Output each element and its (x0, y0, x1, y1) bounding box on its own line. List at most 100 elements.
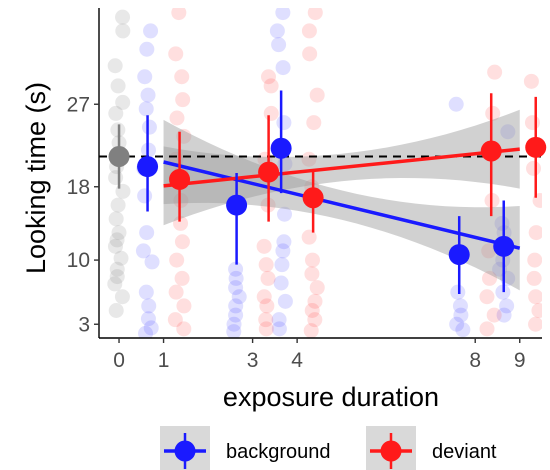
raw-point-baseline (109, 232, 125, 248)
x-axis-title: exposure duration (223, 382, 439, 412)
raw-point-baseline (114, 289, 130, 305)
mean-point-baseline (108, 146, 130, 167)
raw-point-deviant (523, 73, 539, 89)
mean-point-deviant (169, 168, 191, 190)
raw-point-deviant (526, 160, 542, 176)
raw-point-background (138, 284, 154, 300)
raw-point-background (140, 87, 156, 103)
raw-point-deviant (169, 252, 185, 268)
raw-point-background (448, 96, 464, 112)
raw-point-baseline (108, 303, 124, 318)
raw-point-background (277, 206, 293, 222)
raw-point-baseline (108, 170, 124, 186)
y-tick-label: 18 (67, 176, 90, 199)
raw-point-background (141, 119, 157, 135)
raw-point-background (276, 115, 292, 131)
raw-point-deviant (256, 289, 272, 305)
x-tick-label: 1 (158, 349, 170, 372)
raw-point-baseline (113, 250, 129, 266)
raw-point-deviant (256, 238, 272, 254)
legend-key-point-background (174, 440, 196, 462)
raw-point-baseline (115, 9, 131, 25)
raw-point-baseline (107, 276, 123, 292)
axes: 3 10 18 27 0 1 3 4 8 9 (67, 8, 542, 372)
raw-point-background (141, 298, 157, 314)
raw-point-deviant (304, 303, 320, 318)
raw-point-background (144, 254, 160, 270)
raw-point-background (138, 101, 154, 117)
raw-point-deviant (527, 252, 542, 268)
x-tick-label: 0 (113, 349, 125, 372)
raw-point-deviant (260, 69, 276, 85)
raw-point-deviant (258, 257, 274, 273)
raw-point-deviant (485, 105, 501, 121)
raw-point-deviant (528, 225, 542, 241)
raw-point-background (449, 316, 465, 332)
raw-point-background (228, 298, 244, 314)
raw-point-deviant (487, 64, 503, 80)
raw-point-baseline (109, 261, 125, 277)
raw-point-background (271, 37, 287, 53)
raw-point-background (273, 275, 289, 291)
raw-point-deviant (176, 321, 192, 337)
raw-point-background (140, 311, 156, 327)
raw-point-baseline (110, 197, 126, 213)
x-tick-label: 3 (247, 349, 259, 372)
raw-point-deviant (175, 92, 191, 108)
raw-point-baseline (115, 23, 131, 39)
mean-point-deviant (525, 136, 547, 158)
mean-point-deviant (258, 161, 280, 183)
raw-point-deviant (528, 316, 542, 332)
raw-point-deviant (260, 270, 276, 286)
raw-point-background (143, 320, 159, 336)
raw-point-deviant (307, 293, 323, 309)
raw-point-baseline (107, 58, 123, 74)
raw-point-background (139, 225, 155, 241)
raw-point-background (138, 325, 154, 338)
raw-point-deviant (174, 69, 190, 85)
raw-point-deviant (524, 115, 540, 131)
raw-point-deviant (526, 270, 542, 286)
raw-point-deviant (167, 312, 183, 328)
y-tick-label: 27 (67, 93, 90, 116)
raw-point-deviant (481, 243, 497, 259)
legend-key-point-deviant (380, 440, 402, 462)
raw-point-deviant (258, 312, 274, 328)
raw-point-deviant (486, 307, 502, 323)
raw-point-background (277, 293, 293, 309)
raw-point-background (500, 124, 516, 140)
x-tick-label: 9 (514, 349, 526, 372)
raw-point-deviant (173, 193, 189, 208)
mean-point-background (493, 235, 515, 257)
raw-point-deviant (169, 110, 185, 126)
raw-point-baseline (108, 211, 124, 227)
raw-point-background (231, 289, 247, 305)
raw-point-deviant (309, 280, 325, 296)
raw-point-deviant (263, 105, 279, 121)
y-tick-label: 10 (67, 249, 90, 272)
raw-point-baseline (110, 78, 126, 94)
legend: background deviant (160, 426, 497, 470)
raw-point-deviant (168, 46, 184, 62)
y-tick-label: 3 (78, 313, 90, 336)
raw-point-deviant (304, 266, 320, 282)
raw-point-background (276, 234, 292, 250)
raw-point-background (496, 307, 512, 323)
raw-point-deviant (479, 289, 495, 305)
raw-point-background (139, 41, 155, 57)
raw-point-background (228, 280, 244, 296)
raw-point-deviant (304, 252, 320, 268)
raw-point-deviant (168, 284, 184, 300)
raw-point-background (269, 23, 285, 39)
raw-point-deviant (301, 229, 317, 245)
raw-point-background (450, 284, 466, 300)
raw-point-deviant (306, 115, 322, 131)
raw-point-deviant (302, 46, 318, 62)
fit-line-deviant (163, 147, 520, 188)
x-tick-label: 4 (291, 349, 303, 372)
raw-point-baseline (111, 225, 127, 241)
y-axis-title: Looking time (s) (21, 82, 51, 274)
raw-point-deviant (301, 23, 317, 39)
raw-point-background (228, 307, 244, 323)
